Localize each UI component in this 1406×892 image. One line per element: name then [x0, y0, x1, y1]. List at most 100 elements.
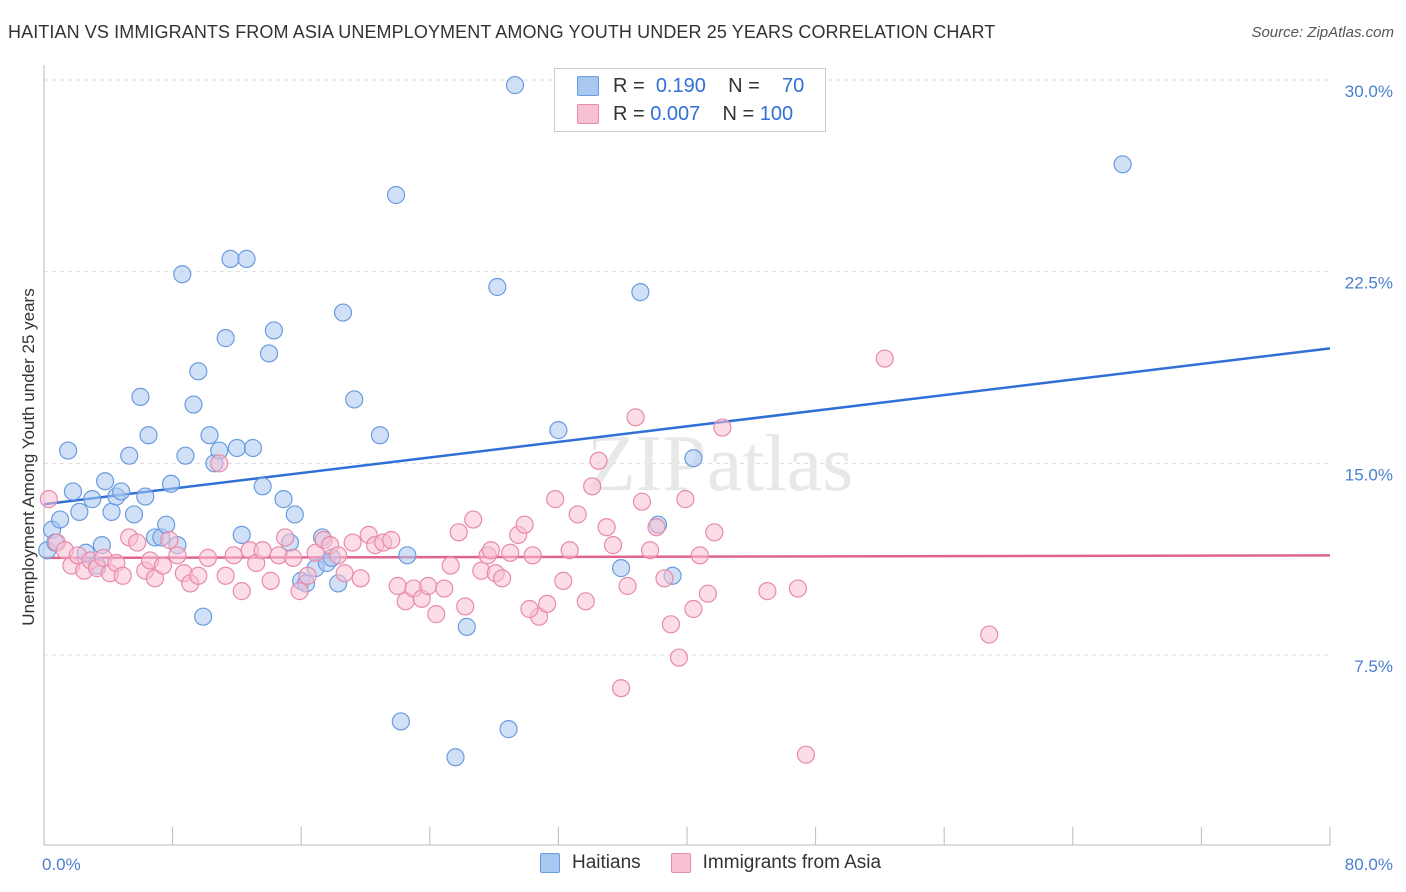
- x-tick-label: 80.0%: [1345, 855, 1393, 874]
- haitian-point: [253, 477, 272, 496]
- asia-point: [546, 490, 565, 509]
- y-tick-label: 30.0%: [1345, 82, 1393, 101]
- haitian-point: [194, 607, 213, 626]
- r-value-haitians: 0.190: [655, 74, 706, 97]
- legend-item-asia: Immigrants from Asia: [670, 852, 881, 874]
- n-value-haitians: 70: [782, 74, 805, 97]
- y-tick-label: 7.5%: [1354, 657, 1393, 676]
- haitian-point: [189, 362, 208, 381]
- asia-point: [284, 548, 303, 567]
- haitian-point: [176, 446, 195, 465]
- asia-point: [113, 566, 132, 585]
- asia-point: [640, 541, 660, 560]
- asia-point: [788, 579, 808, 598]
- haitians-swatch: [577, 76, 599, 96]
- haitian-point: [70, 502, 89, 521]
- haitian-point: [131, 387, 150, 406]
- asia-point: [597, 518, 616, 537]
- series-legend: Haitians Immigrants from Asia: [540, 852, 911, 874]
- asia-point: [306, 543, 325, 562]
- haitian-point: [50, 510, 70, 529]
- haitian-point: [505, 76, 525, 95]
- asia-point: [335, 564, 354, 583]
- asia-point: [690, 546, 709, 565]
- haitian-point: [1113, 155, 1132, 174]
- asia-point: [351, 569, 370, 588]
- y-axis-label: Unemployment Among Youth under 25 years: [19, 288, 38, 625]
- asia-point: [520, 599, 539, 619]
- haitian-point: [59, 441, 78, 460]
- asia-point: [253, 541, 272, 560]
- haitian-point: [227, 438, 246, 458]
- asia-point: [589, 451, 608, 470]
- haitian-point: [184, 395, 203, 414]
- haitian-point: [243, 438, 263, 458]
- asia-point: [153, 556, 173, 575]
- asia-point: [676, 490, 695, 509]
- asia-point: [875, 349, 894, 368]
- asia-point: [198, 548, 218, 567]
- haitian-point: [124, 505, 144, 524]
- asia-point: [232, 582, 251, 601]
- asia-point: [441, 556, 460, 575]
- n-label: N =: [728, 74, 760, 97]
- haitian-point: [370, 426, 390, 445]
- stats-legend: R = 0.190 N = 70 R = 0.007 N = 100: [554, 68, 826, 132]
- axes: [43, 65, 1331, 846]
- asia-point: [501, 543, 520, 562]
- asia-point: [261, 571, 280, 590]
- y-tick-label: 22.5%: [1345, 274, 1393, 293]
- haitian-point: [264, 321, 283, 340]
- asia-point: [611, 679, 631, 698]
- y-tick-label: 15.0%: [1345, 465, 1393, 484]
- haitian-point: [259, 344, 279, 363]
- haitian-point: [488, 277, 507, 297]
- asia-point: [427, 605, 446, 624]
- r-label: R =: [613, 74, 645, 97]
- asia-point: [980, 625, 999, 644]
- asia-legend-swatch: [670, 853, 691, 873]
- asia-point: [382, 530, 401, 550]
- haitian-point: [157, 515, 176, 534]
- asia-point: [684, 599, 703, 619]
- asia-point: [626, 408, 645, 427]
- asia-point: [669, 648, 689, 667]
- asia-point: [632, 492, 652, 511]
- asia-point: [661, 615, 681, 634]
- haitian-point: [139, 426, 158, 445]
- asia-point: [796, 745, 816, 764]
- chart-source: Source: ZipAtlas.com: [1251, 24, 1394, 41]
- asia-point: [698, 584, 717, 603]
- haitian-point: [386, 185, 406, 205]
- haitian-point: [345, 390, 364, 409]
- asia-point: [568, 505, 587, 524]
- asia-point: [388, 576, 407, 596]
- asia-point: [758, 582, 777, 601]
- haitian-point: [102, 502, 121, 521]
- haitian-point: [237, 249, 256, 268]
- haitian-point: [83, 490, 102, 509]
- data-points: [38, 76, 1132, 767]
- tick-labels: 7.5% 15.0% 22.5% 30.0% 0.0% 80.0%: [42, 82, 1393, 874]
- legend-label-haitians: Haitians: [572, 852, 641, 873]
- asia-point: [705, 523, 724, 542]
- x-tick-label: 0.0%: [42, 855, 81, 874]
- asia-point: [554, 571, 573, 590]
- haitian-point: [232, 525, 251, 544]
- asia-point: [168, 546, 187, 565]
- n-label: N =: [722, 102, 755, 125]
- haitian-point: [391, 712, 410, 731]
- haitian-point: [173, 265, 192, 284]
- asia-point: [298, 566, 317, 585]
- asia-point: [523, 546, 542, 565]
- legend-row-haitians: R = 0.190 N = 70: [577, 72, 804, 100]
- haitian-point: [457, 617, 476, 636]
- asia-point: [603, 536, 623, 555]
- haitian-point: [285, 505, 304, 524]
- asia-swatch: [577, 104, 599, 124]
- asia-point: [216, 566, 235, 585]
- r-value-asia: 0.007: [650, 102, 701, 125]
- legend-row-asia: R = 0.007 N = 100: [577, 100, 793, 128]
- asia-point: [224, 546, 243, 565]
